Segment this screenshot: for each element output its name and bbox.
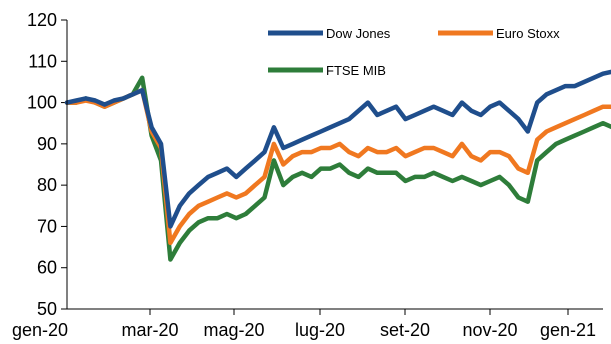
x-tick-label: gen-20 (12, 320, 68, 340)
x-axis-ticks: gen-20 mar-20 mag-20 lug-20 set-20 nov-20 gen-… (12, 309, 596, 340)
x-tick-label: set-20 (380, 320, 430, 340)
legend-label: FTSE MIB (326, 63, 386, 78)
legend-label: Dow Jones (326, 26, 391, 41)
x-tick-label: lug-20 (295, 320, 345, 340)
y-tick-label: 90 (37, 134, 57, 154)
series-lines (64, 69, 611, 262)
x-tick-label: nov-20 (462, 320, 517, 340)
y-tick-label: 80 (37, 175, 57, 195)
y-tick-label: 110 (28, 51, 57, 71)
y-tick-label: 120 (27, 10, 57, 30)
x-tick-label: gen-21 (540, 320, 596, 340)
legend: Dow Jones Euro Stoxx FTSE MIB (268, 26, 560, 78)
y-axis-ticks: 50 60 70 80 90 100 110 120 (27, 10, 67, 319)
y-tick-label: 60 (37, 258, 57, 278)
x-tick-label: mar-20 (121, 320, 178, 340)
series-line-dow-jones (64, 69, 611, 229)
y-tick-label: 50 (37, 299, 57, 319)
x-tick-label: mag-20 (203, 320, 264, 340)
y-tick-label: 100 (27, 93, 57, 113)
y-tick-label: 70 (37, 216, 57, 236)
series-line-ftse-mib (64, 75, 611, 262)
axes (66, 20, 603, 310)
legend-label: Euro Stoxx (496, 26, 560, 41)
